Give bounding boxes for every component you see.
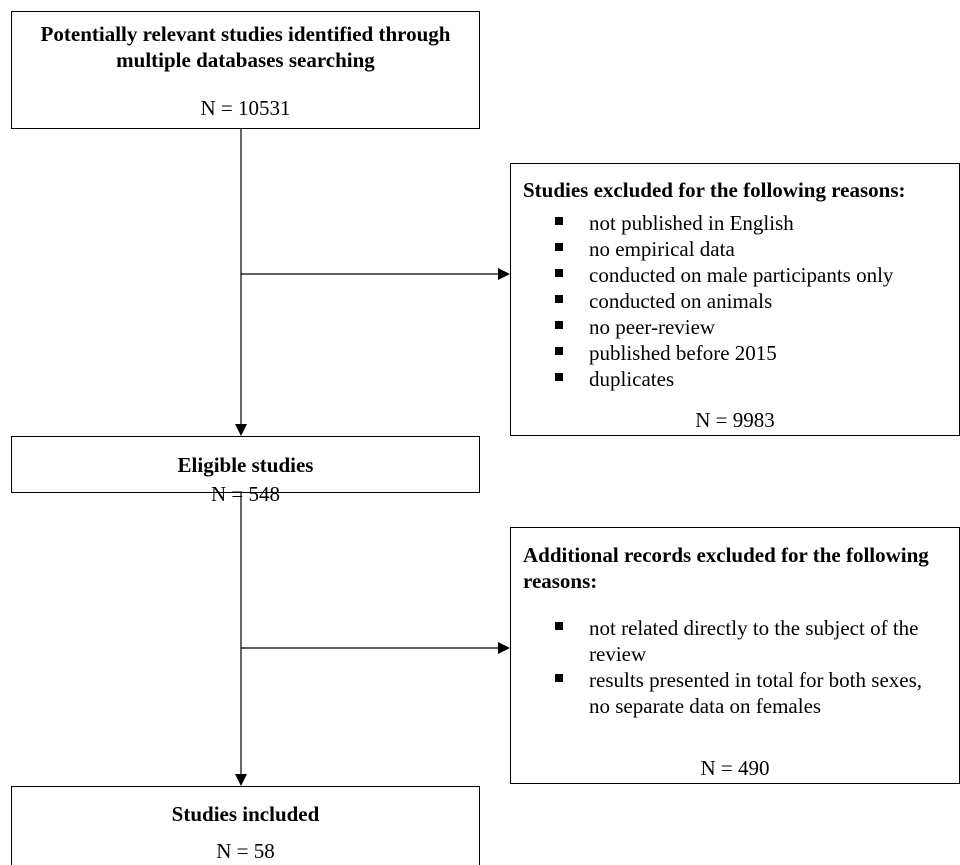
square-bullet-icon bbox=[555, 295, 563, 303]
square-bullet-icon bbox=[555, 674, 563, 682]
list-item: no peer-review bbox=[511, 314, 939, 340]
list-item: conducted on male participants only bbox=[511, 262, 939, 288]
eligible-studies-box: Eligible studies bbox=[11, 436, 480, 493]
list-item: duplicates bbox=[511, 366, 939, 392]
square-bullet-icon bbox=[555, 622, 563, 630]
list-item: results presented in total for both sexe… bbox=[511, 667, 939, 719]
list-item: conducted on animals bbox=[511, 288, 939, 314]
square-bullet-icon bbox=[555, 321, 563, 329]
list-item: published before 2015 bbox=[511, 340, 939, 366]
list-item: not published in English bbox=[511, 210, 939, 236]
square-bullet-icon bbox=[555, 243, 563, 251]
square-bullet-icon bbox=[555, 373, 563, 381]
eligible-studies-title: Eligible studies bbox=[177, 453, 314, 477]
square-bullet-icon bbox=[555, 269, 563, 277]
identified-studies-title: Potentially relevant studies identified … bbox=[40, 22, 451, 72]
list-item: not related directly to the subject of t… bbox=[511, 615, 939, 667]
second-exclusion-count: N = 490 bbox=[700, 756, 770, 780]
second-exclusion-list: not related directly to the subject of t… bbox=[511, 615, 939, 719]
first-exclusion-count: N = 9983 bbox=[695, 408, 775, 432]
identified-studies-count: N = 10531 bbox=[200, 96, 291, 120]
square-bullet-icon bbox=[555, 347, 563, 355]
list-item: no empirical data bbox=[511, 236, 939, 262]
first-exclusion-box: Studies excluded for the following reaso… bbox=[510, 163, 960, 436]
second-exclusion-title: Additional records excluded for the foll… bbox=[523, 543, 929, 593]
included-studies-count: N = 58 bbox=[216, 839, 275, 863]
first-exclusion-title: Studies excluded for the following reaso… bbox=[523, 178, 906, 202]
included-studies-box: Studies included N = 58 bbox=[11, 786, 480, 865]
first-exclusion-list: not published in English no empirical da… bbox=[511, 210, 939, 392]
identified-studies-box: Potentially relevant studies identified … bbox=[11, 11, 480, 129]
second-exclusion-box: Additional records excluded for the foll… bbox=[510, 527, 960, 784]
included-studies-title: Studies included bbox=[171, 802, 320, 826]
square-bullet-icon bbox=[555, 217, 563, 225]
eligible-studies-count: N = 548 bbox=[210, 482, 280, 506]
